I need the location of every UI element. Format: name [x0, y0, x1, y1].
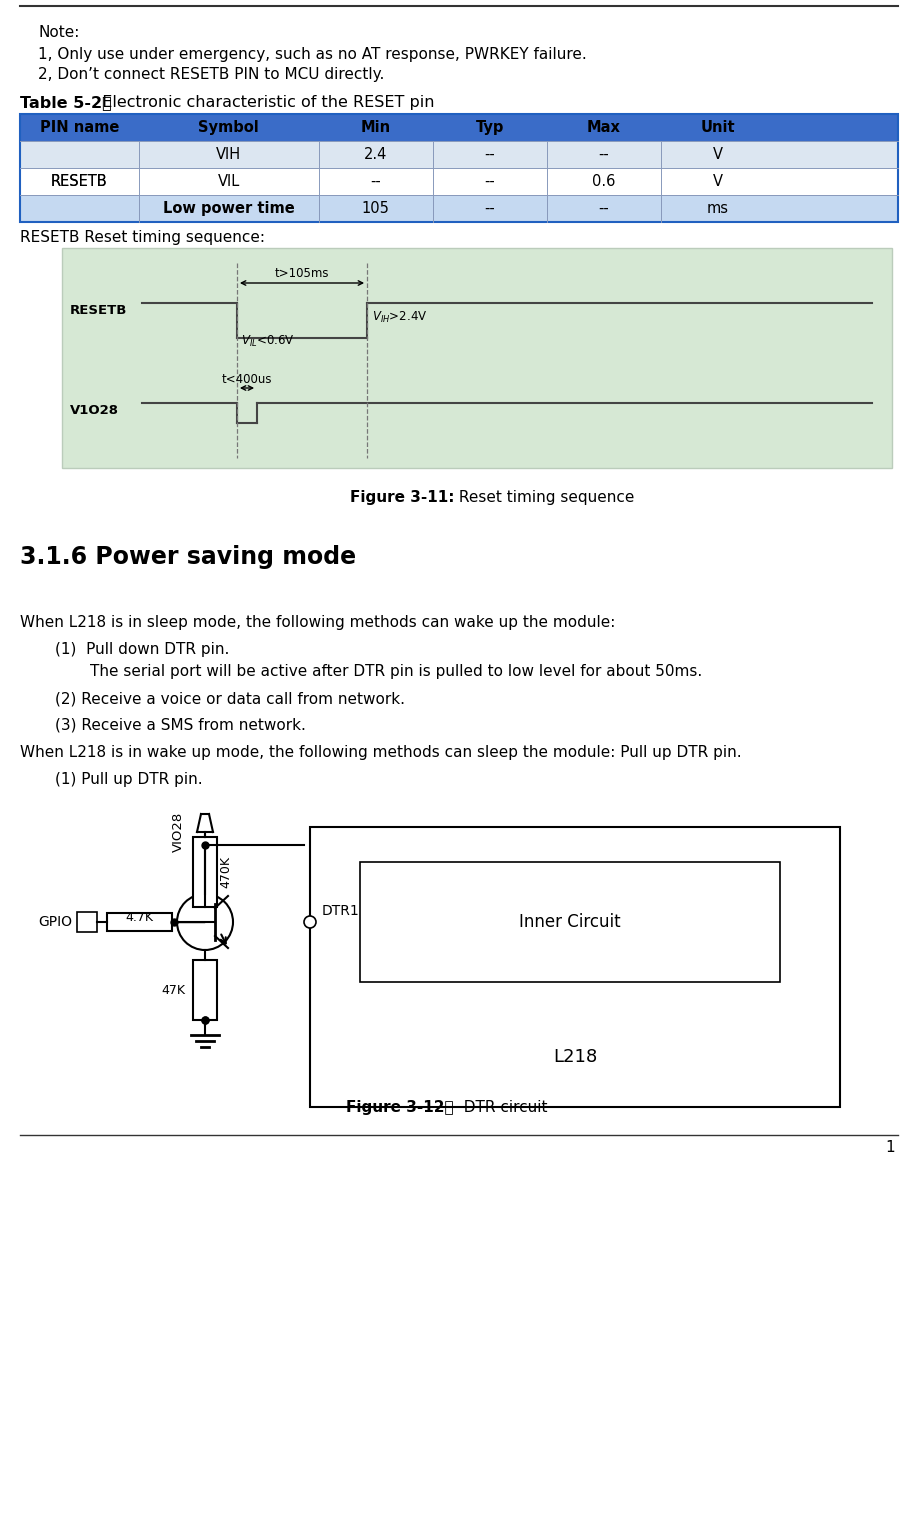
Text: Typ: Typ — [476, 119, 504, 135]
Text: (3) Receive a SMS from network.: (3) Receive a SMS from network. — [55, 719, 306, 732]
Text: GPIO: GPIO — [38, 914, 72, 930]
Text: Max: Max — [587, 119, 621, 135]
Text: Symbol: Symbol — [198, 119, 259, 135]
Text: When L218 is in wake up mode, the following methods can sleep the module: Pull u: When L218 is in wake up mode, the follow… — [20, 745, 742, 760]
Text: When L218 is in sleep mode, the following methods can wake up the module:: When L218 is in sleep mode, the followin… — [20, 615, 615, 630]
Text: $V_{IH}$>2.4V: $V_{IH}$>2.4V — [372, 309, 428, 324]
Text: Reset timing sequence: Reset timing sequence — [454, 489, 634, 505]
Text: VIH: VIH — [216, 147, 241, 162]
Text: RESETB Reset timing sequence:: RESETB Reset timing sequence: — [20, 229, 265, 245]
Text: 2, Don’t connect RESETB PIN to MCU directly.: 2, Don’t connect RESETB PIN to MCU direc… — [38, 67, 385, 83]
Text: The serial port will be active after DTR pin is pulled to low level for about 50: The serial port will be active after DTR… — [90, 664, 702, 679]
Text: Electronic characteristic of the RESET pin: Electronic characteristic of the RESET p… — [92, 95, 434, 110]
Text: (1)  Pull down DTR pin.: (1) Pull down DTR pin. — [55, 642, 230, 657]
Text: RESETB: RESETB — [51, 174, 107, 190]
Text: Figure 3-12：: Figure 3-12： — [346, 1099, 454, 1115]
Text: V: V — [713, 147, 723, 162]
Text: L218: L218 — [553, 1047, 597, 1066]
Bar — [360, 862, 780, 982]
Text: VIL: VIL — [218, 174, 240, 190]
Text: RESETB: RESETB — [51, 174, 107, 190]
Text: t>105ms: t>105ms — [274, 268, 330, 280]
Bar — [310, 827, 840, 1107]
Text: PIN name: PIN name — [39, 119, 119, 135]
Text: (1) Pull up DTR pin.: (1) Pull up DTR pin. — [55, 772, 203, 787]
Text: V: V — [713, 174, 723, 190]
Text: DTR1: DTR1 — [322, 904, 360, 917]
Text: --: -- — [599, 200, 610, 216]
Bar — [107, 913, 172, 931]
Circle shape — [304, 916, 316, 928]
Text: ms: ms — [707, 200, 729, 216]
Text: --: -- — [599, 147, 610, 162]
Text: t<400us: t<400us — [222, 373, 273, 385]
Text: Table 5-2：: Table 5-2： — [20, 95, 112, 110]
Text: $V_{IL}$<0.6V: $V_{IL}$<0.6V — [241, 333, 295, 349]
Bar — [20, 168, 898, 196]
Text: 47K: 47K — [161, 983, 185, 997]
Text: VIO28: VIO28 — [172, 812, 185, 852]
Bar — [20, 196, 898, 222]
Text: Unit: Unit — [700, 119, 735, 135]
Circle shape — [177, 894, 233, 950]
Bar — [20, 115, 898, 141]
Bar — [20, 115, 898, 222]
Text: --: -- — [485, 200, 495, 216]
Bar — [20, 141, 898, 168]
Text: 105: 105 — [362, 200, 389, 216]
Text: Note:: Note: — [38, 24, 79, 40]
Text: Inner Circuit: Inner Circuit — [520, 913, 621, 931]
Text: DTR circuit: DTR circuit — [454, 1099, 547, 1115]
Bar — [193, 960, 217, 1020]
Text: (2) Receive a voice or data call from network.: (2) Receive a voice or data call from ne… — [55, 691, 405, 706]
Text: RESETB: RESETB — [70, 304, 128, 318]
Text: --: -- — [370, 174, 381, 190]
Text: --: -- — [485, 174, 495, 190]
Text: 1, Only use under emergency, such as no AT response, PWRKEY failure.: 1, Only use under emergency, such as no … — [38, 47, 587, 63]
Bar — [77, 911, 97, 933]
Text: 4.7K: 4.7K — [126, 911, 153, 924]
Text: Figure 3-11:: Figure 3-11: — [350, 489, 454, 505]
Text: V1O28: V1O28 — [70, 405, 119, 417]
Text: Min: Min — [361, 119, 391, 135]
Text: 2.4: 2.4 — [364, 147, 387, 162]
Text: Low power time: Low power time — [162, 200, 295, 216]
Text: --: -- — [485, 147, 495, 162]
Bar — [62, 248, 892, 468]
Text: 3.1.6 Power saving mode: 3.1.6 Power saving mode — [20, 544, 356, 569]
Text: 470K: 470K — [219, 856, 232, 888]
Text: 1: 1 — [885, 1141, 895, 1154]
Text: 0.6: 0.6 — [592, 174, 616, 190]
Bar — [193, 836, 217, 907]
